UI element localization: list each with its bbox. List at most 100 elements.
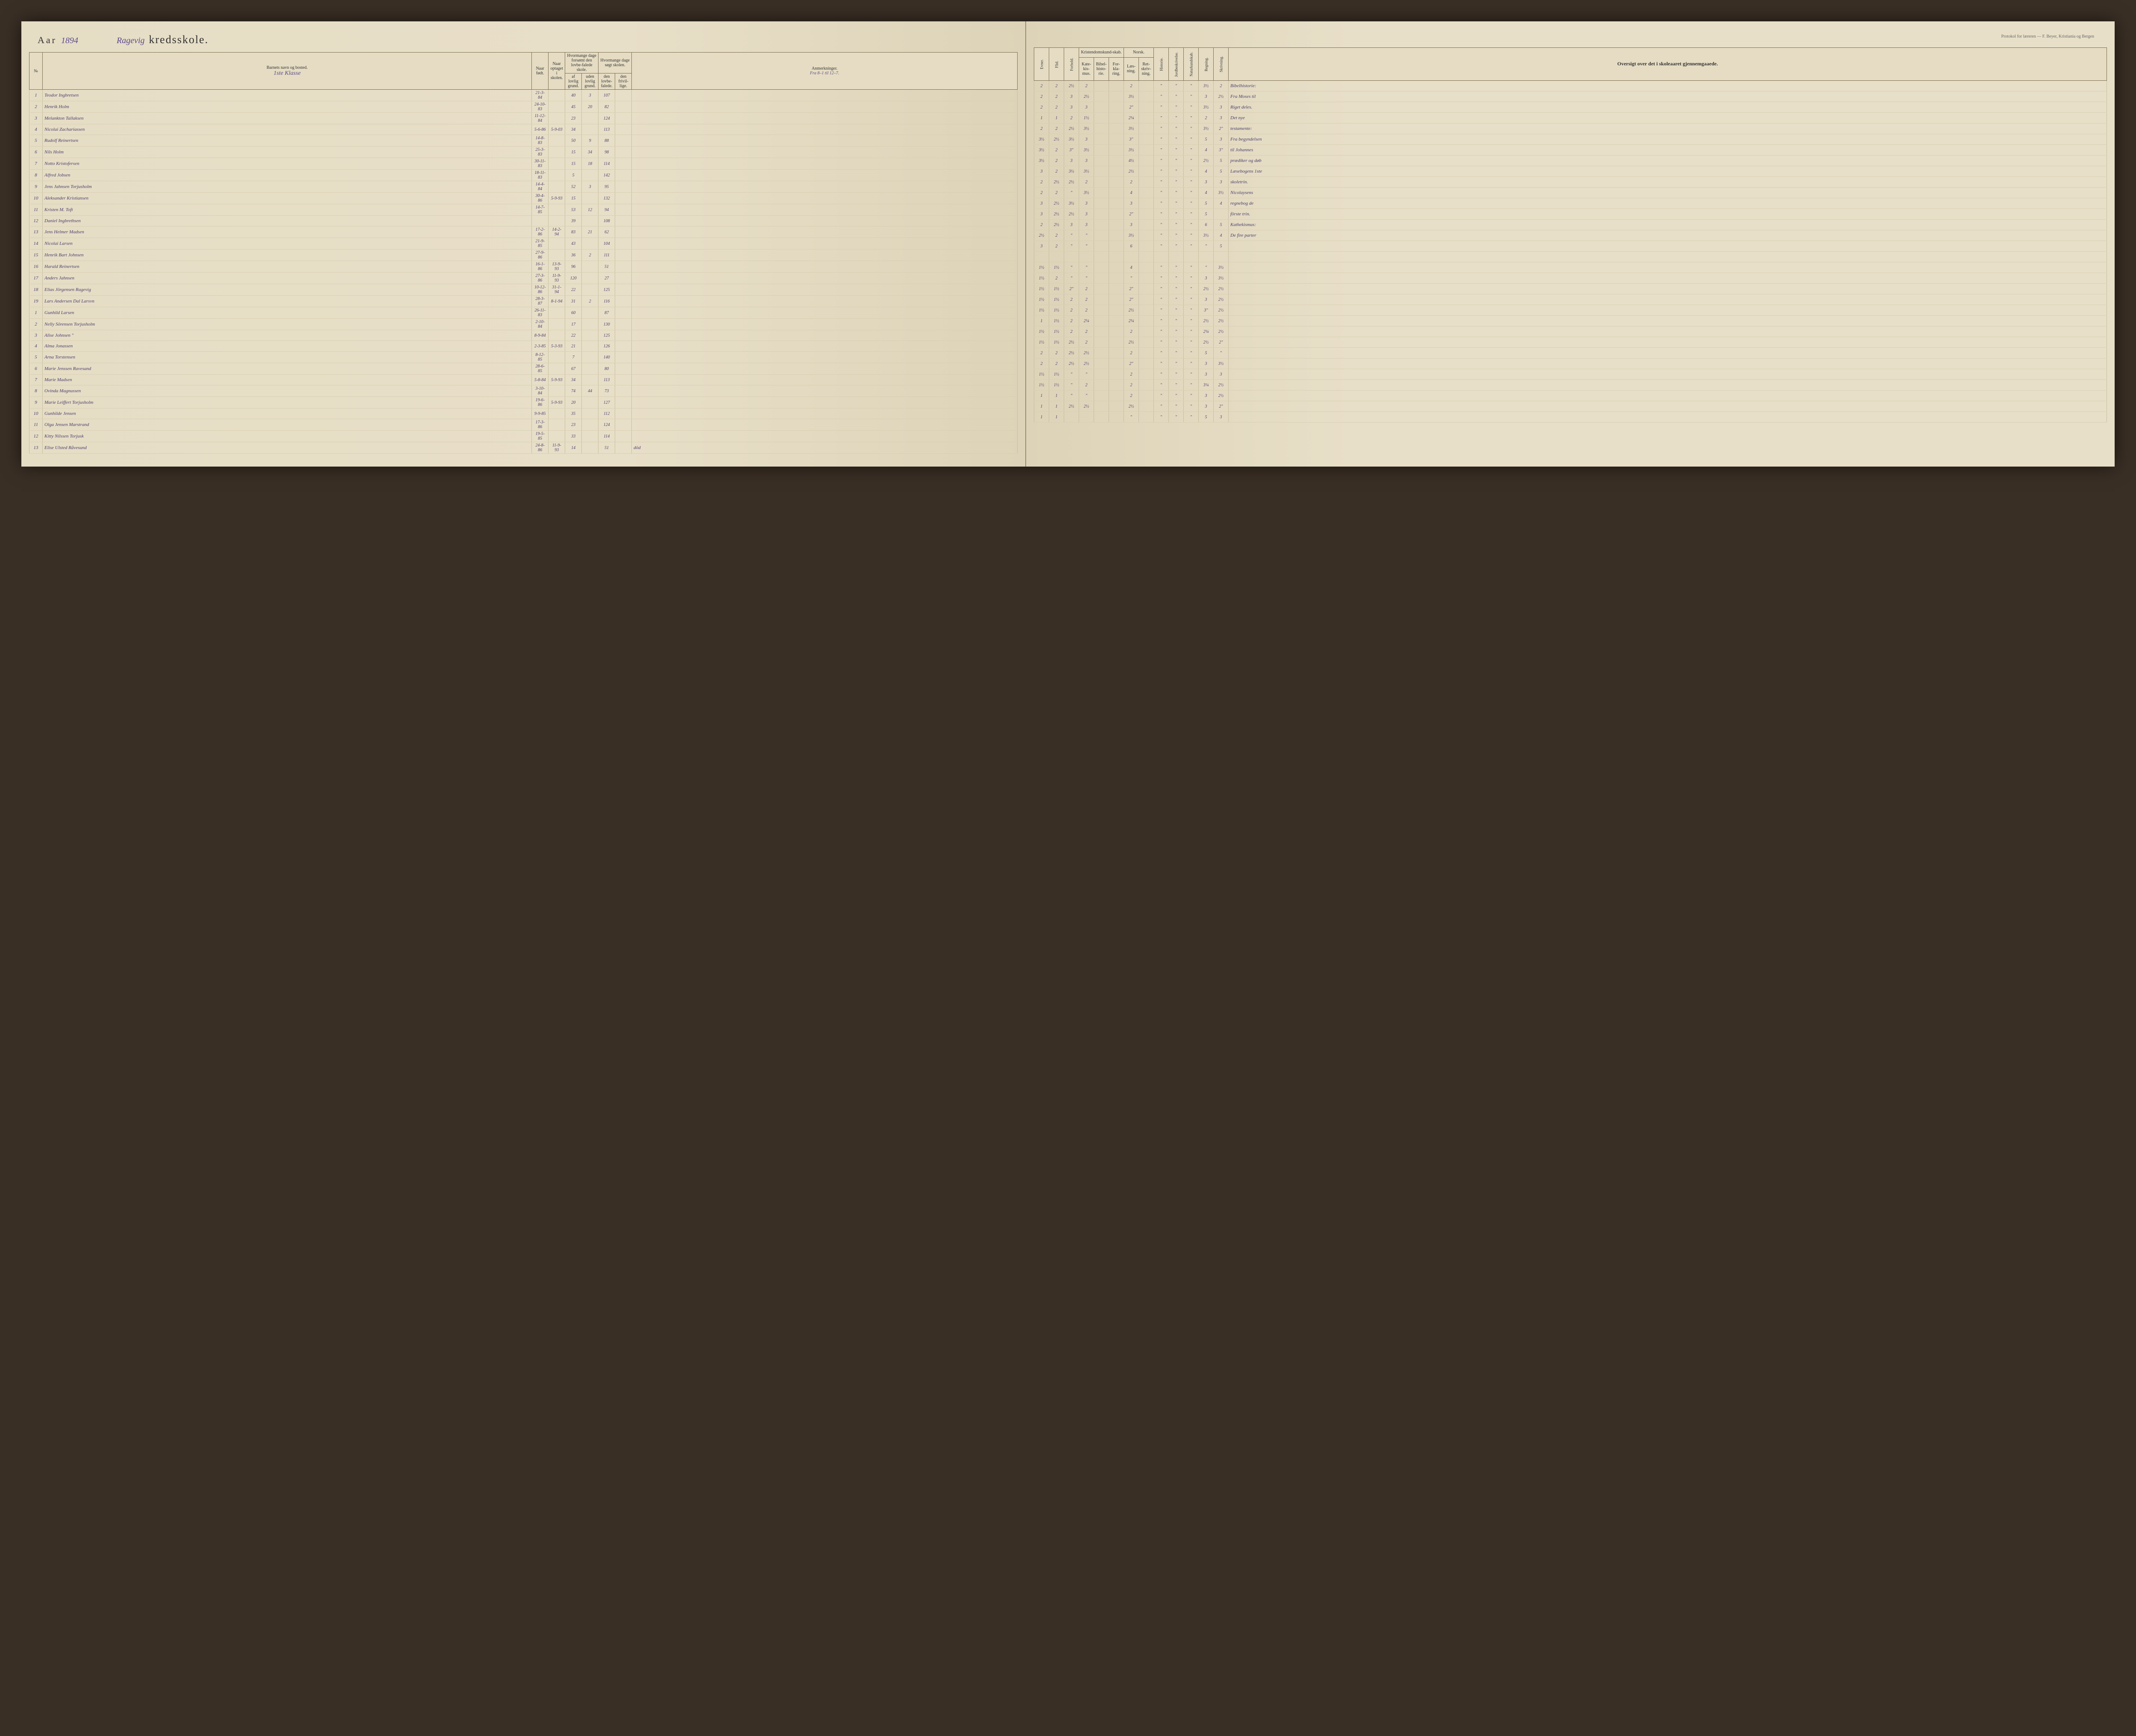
grade-ret [1139, 380, 1154, 391]
attended-mand: 130 [599, 319, 615, 330]
grade-evner: 1½ [1034, 337, 1049, 348]
table-row: 6Marie Jenssen Ravesand28-6-856780 [29, 363, 1018, 375]
grade-evner: 1 [1034, 391, 1049, 401]
school-script: Ragevig [117, 36, 145, 46]
grade-for [1109, 401, 1124, 412]
student-name: Gunhilde Jensen [43, 408, 532, 419]
student-name: Teodor Ingbretsen [43, 90, 532, 101]
remarks [632, 307, 1018, 319]
curriculum-note [1229, 337, 2107, 348]
grade-flid: 1½ [1049, 294, 1064, 305]
birth-date: 17-2-86 [532, 226, 549, 238]
grade-forhold: " [1064, 380, 1079, 391]
attended-mand: 125 [599, 284, 615, 296]
grade-ret [1139, 123, 1154, 134]
grade-laes: 3½ [1124, 123, 1139, 134]
row-no: 5 [29, 352, 43, 363]
right-tbody: 222½22"""3½2Bibelhistorie:2232½3½"""32½F… [1034, 81, 2107, 423]
table-row: 22½2½22"""33skoletrin. [1034, 177, 2107, 188]
table-row: 8Ovinda Magnussen3-10-84744473 [29, 385, 1018, 397]
remarks [632, 419, 1018, 431]
grade-laes: " [1124, 412, 1139, 423]
enroll-date: 5-9-93 [549, 375, 565, 385]
attended-vol [615, 319, 632, 330]
student-name: Ovinda Magnussen [43, 385, 532, 397]
row-no: 3 [29, 113, 43, 124]
table-row: 1121½2¼"""23Det nye [1034, 113, 2107, 123]
grade-ret [1139, 273, 1154, 284]
absent-legal: 96 [565, 261, 582, 273]
grade-ret [1139, 241, 1154, 252]
grade-kate: 2 [1079, 81, 1094, 91]
absent-illegal [582, 216, 599, 226]
enroll-date: 13-9-93 [549, 261, 565, 273]
table-row: 12Kitty Nilssen Torjusk19-5-8533114 [29, 431, 1018, 442]
birth-date: 2-3-85 [532, 341, 549, 352]
grade-laes: 2¼ [1124, 113, 1139, 123]
grade-jord: " [1169, 316, 1184, 326]
grade-skrivning: 3½ [1214, 273, 1229, 284]
grade-skrivning: 2½ [1214, 294, 1229, 305]
grade-bibel [1094, 113, 1109, 123]
grade-regning: 2¼ [1199, 326, 1214, 337]
student-name: Elias Jörgensen Ragevig [43, 284, 532, 296]
col-for: For-kla-ring. [1109, 57, 1124, 80]
row-no: 9 [29, 181, 43, 193]
grade-skrivning: 2½ [1214, 391, 1229, 401]
student-name: Anders Jahnsen [43, 273, 532, 284]
row-no: 15 [29, 250, 43, 261]
remarks [632, 352, 1018, 363]
table-row: 14Nicolai Larsen21-9-8543104 [29, 238, 1018, 250]
grade-forhold: 3½ [1064, 166, 1079, 177]
birth-date: 2-10-84 [532, 319, 549, 330]
grade-forhold: 2½ [1064, 401, 1079, 412]
student-name: Daniel Ingbrethsen [43, 216, 532, 226]
grade-ret [1139, 294, 1154, 305]
grade-bibel [1094, 326, 1109, 337]
absent-legal: 22 [565, 330, 582, 341]
row-no: 4 [29, 124, 43, 135]
table-row: 9Jens Jahnsen Torjusholm14-4-8452395 [29, 181, 1018, 193]
grade-natur: " [1184, 294, 1199, 305]
curriculum-note [1229, 252, 2107, 262]
grade-jord: " [1169, 358, 1184, 369]
attended-vol [615, 408, 632, 419]
grade-for [1109, 252, 1124, 262]
absent-illegal [582, 238, 599, 250]
absent-illegal [582, 273, 599, 284]
absent-legal: 21 [565, 341, 582, 352]
grade-jord: " [1169, 166, 1184, 177]
absent-illegal: 20 [582, 101, 599, 113]
attended-vol [615, 204, 632, 216]
student-name: Nicolai Zachariassen [43, 124, 532, 135]
grade-evner: 3½ [1034, 134, 1049, 145]
grade-jord: " [1169, 91, 1184, 102]
attended-vol [615, 442, 632, 454]
absent-legal: 74 [565, 385, 582, 397]
col-af-lovlig: af lovlig grund. [565, 73, 582, 90]
grade-regning [1199, 252, 1214, 262]
klasse-label: 1ste Klasse [44, 70, 530, 77]
enroll-date: 14-2-94 [549, 226, 565, 238]
grade-flid: 2½ [1049, 134, 1064, 145]
grade-bibel [1094, 81, 1109, 91]
curriculum-note [1229, 412, 2107, 423]
attended-vol [615, 113, 632, 124]
grade-laes: " [1124, 273, 1139, 284]
grade-natur: " [1184, 145, 1199, 156]
grade-for [1109, 220, 1124, 230]
table-row: 2232½3½"""32½Fra Moses til [1034, 91, 2107, 102]
grade-bibel [1094, 337, 1109, 348]
birth-date [532, 216, 549, 226]
col-skrivning: Skrivning. [1214, 48, 1229, 81]
left-page: Aar 1894 Ragevig kredsskole. № Barnets n… [21, 21, 1026, 467]
grade-kate: " [1079, 369, 1094, 380]
student-name: Jens Helmer Madsen [43, 226, 532, 238]
curriculum-note: til Johannes [1229, 145, 2107, 156]
grade-laes [1124, 252, 1139, 262]
grade-laes: 4½ [1124, 156, 1139, 166]
absent-illegal [582, 352, 599, 363]
enroll-date: 11-9-93 [549, 273, 565, 284]
birth-date: 18-11-83 [532, 170, 549, 181]
enroll-date [549, 170, 565, 181]
